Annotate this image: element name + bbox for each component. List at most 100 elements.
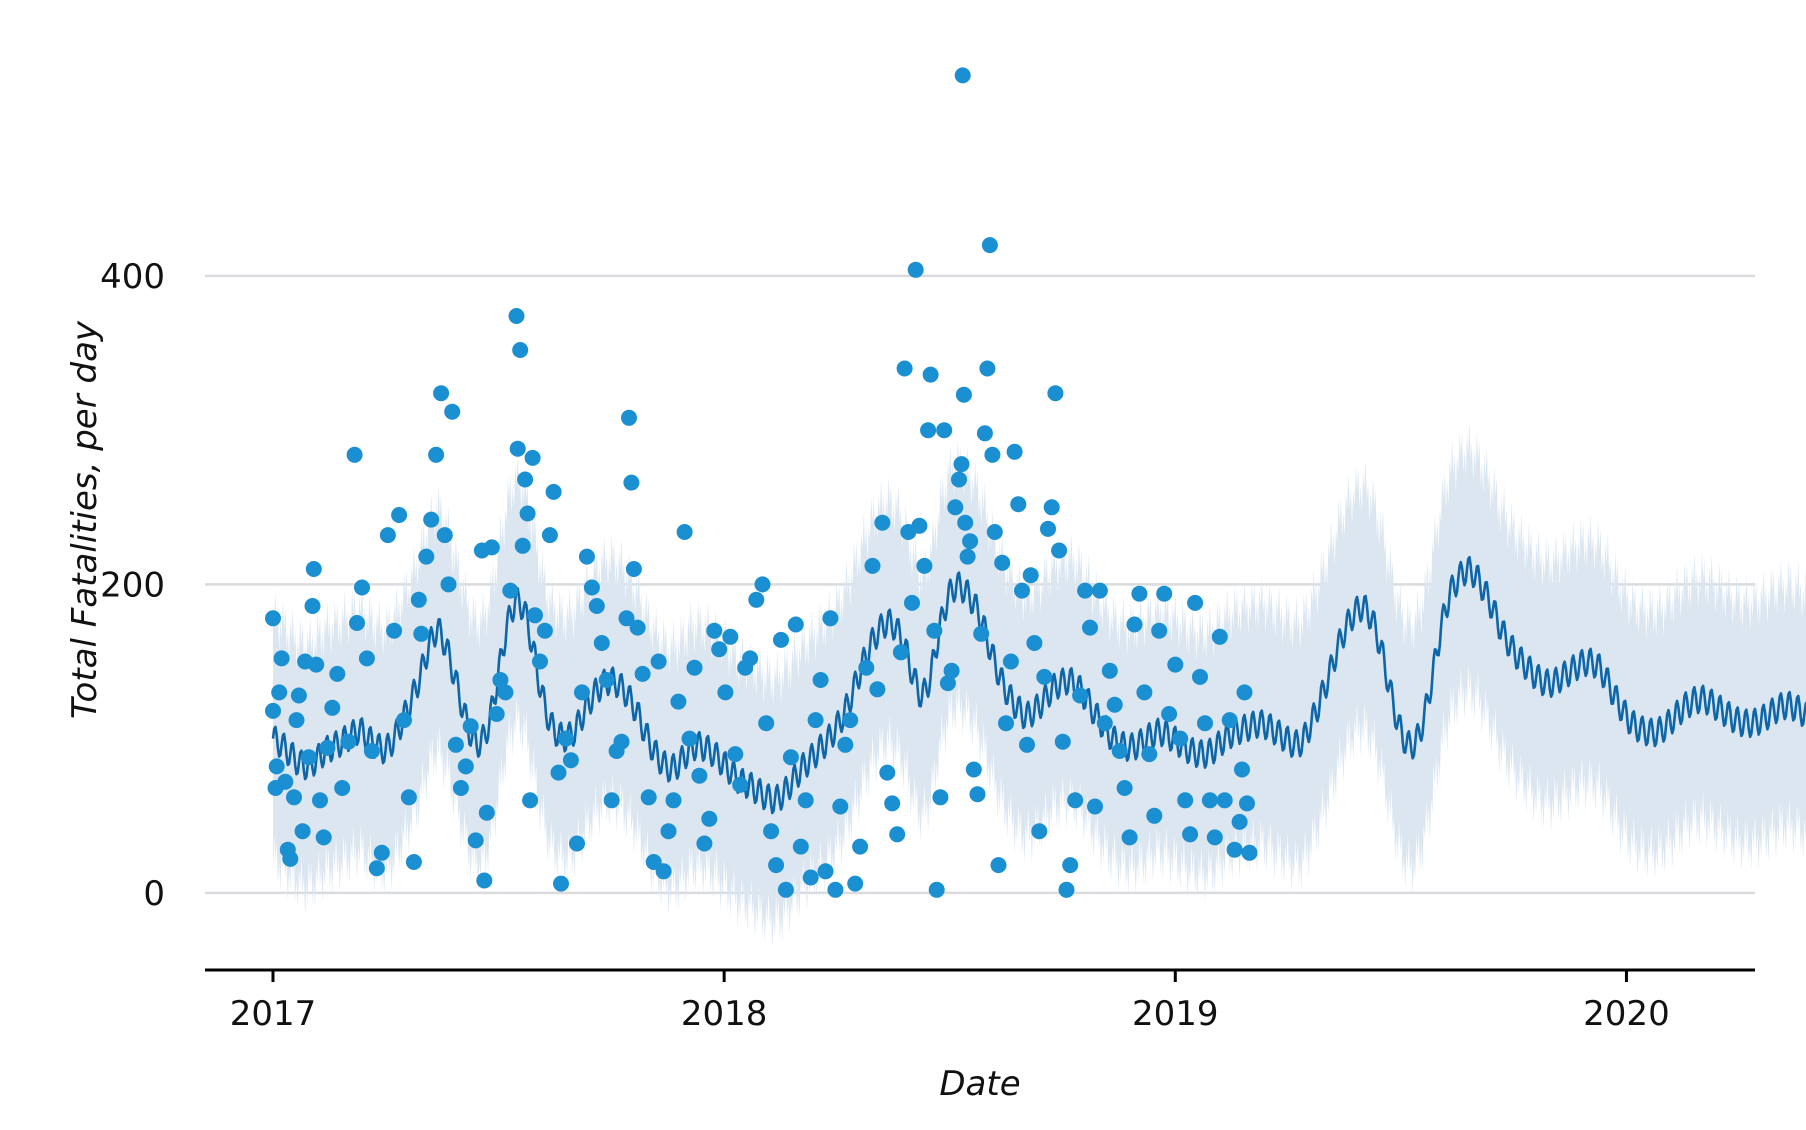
observed-point	[907, 261, 924, 278]
observed-point	[1026, 635, 1043, 651]
observed-point	[832, 798, 849, 815]
observed-point	[512, 342, 529, 358]
observed-point	[294, 823, 311, 840]
observed-point	[763, 823, 780, 840]
observed-point	[879, 764, 896, 781]
uncertainty-band-area	[273, 421, 1806, 949]
observed-point	[812, 672, 829, 688]
observed-point	[478, 804, 495, 821]
observed-point	[916, 557, 933, 574]
observed-point	[583, 579, 600, 596]
observed-point	[990, 857, 1007, 874]
observed-point	[792, 838, 809, 855]
observed-point	[588, 598, 605, 614]
observed-point	[1043, 499, 1060, 516]
observed-point	[939, 675, 956, 692]
observed-point	[957, 514, 974, 531]
x-axis-title: Date	[939, 1064, 1020, 1104]
observed-point	[386, 622, 403, 639]
y-axis-title: Total Fatalities, per day	[65, 320, 105, 719]
observed-point	[665, 792, 682, 809]
observed-point	[396, 712, 412, 729]
observed-point	[768, 857, 785, 874]
observed-point	[621, 409, 637, 426]
observed-point	[1234, 761, 1250, 778]
observed-point	[340, 733, 357, 750]
observed-point	[373, 844, 390, 861]
observed-point	[273, 650, 290, 667]
observed-point	[1197, 715, 1213, 732]
observed-point	[457, 758, 474, 775]
observed-point	[1106, 696, 1123, 713]
observed-point	[1206, 829, 1223, 846]
observed-point	[1019, 736, 1035, 753]
observed-point	[1126, 616, 1143, 633]
observed-point	[1141, 746, 1158, 763]
observed-point	[955, 386, 972, 403]
y-tick-label: 400	[100, 257, 165, 297]
observed-point	[1111, 743, 1128, 759]
uncertainty-band	[273, 421, 1806, 949]
observed-point	[613, 733, 630, 750]
observed-point	[598, 672, 615, 688]
observed-point	[732, 776, 749, 793]
x-tick-label: 2017	[230, 994, 317, 1034]
observed-point	[852, 838, 869, 855]
observed-point	[1062, 857, 1079, 874]
observed-point	[514, 537, 531, 554]
observed-point	[467, 832, 484, 849]
observed-point	[797, 792, 814, 809]
observed-point	[1239, 795, 1255, 812]
observed-point	[603, 792, 620, 809]
observed-point	[1047, 385, 1064, 402]
observed-point	[509, 440, 526, 457]
x-tick-label: 2019	[1132, 994, 1219, 1034]
observed-point	[400, 789, 417, 806]
observed-point	[681, 730, 698, 747]
observed-point	[802, 869, 819, 886]
observed-point	[1221, 712, 1238, 729]
observed-point	[994, 554, 1011, 571]
observed-point	[265, 702, 281, 719]
observed-point	[282, 850, 299, 867]
observed-point	[268, 758, 285, 775]
observed-point	[874, 514, 891, 531]
observed-point	[1058, 881, 1075, 898]
y-tick-label: 0	[143, 874, 165, 914]
observed-point	[536, 622, 553, 639]
observed-point	[315, 829, 332, 846]
observed-point	[286, 789, 302, 806]
observed-point	[979, 360, 996, 377]
observed-point	[288, 712, 305, 729]
observed-point	[965, 761, 982, 778]
observed-point	[1072, 687, 1089, 704]
observed-point	[488, 706, 505, 722]
observed-point	[936, 422, 953, 439]
observed-point	[1051, 542, 1068, 559]
observed-point	[959, 548, 976, 565]
observed-point	[727, 746, 744, 763]
observed-point	[973, 625, 990, 642]
observed-point	[634, 665, 651, 682]
observed-point	[711, 641, 728, 658]
observed-point	[1226, 841, 1243, 858]
observed-point	[324, 699, 341, 716]
observed-point	[363, 743, 380, 759]
observed-point	[717, 684, 734, 701]
observed-point	[1201, 792, 1218, 809]
observed-point	[655, 863, 672, 880]
observed-point	[290, 687, 307, 704]
observed-point	[884, 795, 901, 812]
observed-point	[1131, 585, 1148, 602]
observed-point	[904, 594, 920, 611]
observed-point	[1010, 496, 1027, 513]
observed-point	[962, 533, 979, 550]
observed-point	[742, 650, 759, 667]
observed-point	[660, 823, 677, 840]
observed-point	[391, 507, 408, 523]
observed-point	[1161, 706, 1178, 722]
y-tick-label: 200	[100, 565, 165, 605]
observed-point	[305, 561, 322, 577]
observed-point	[1121, 829, 1138, 846]
